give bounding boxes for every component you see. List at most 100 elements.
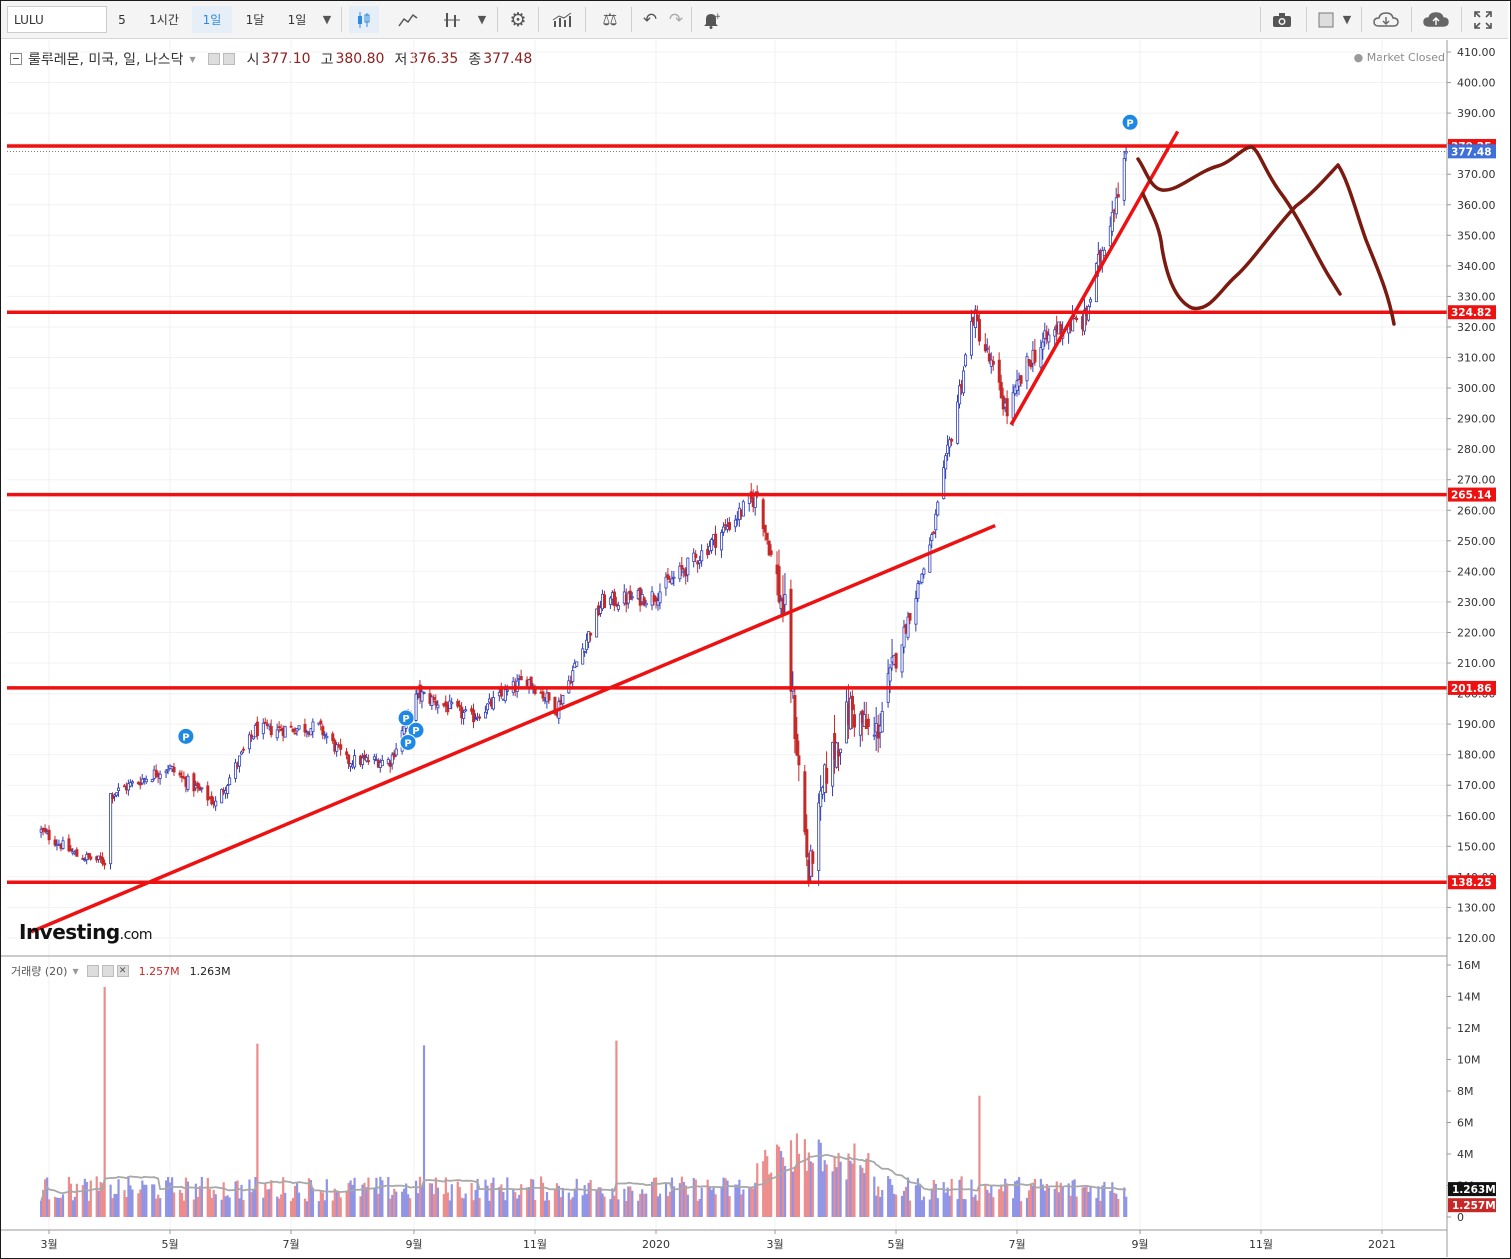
volume-bar [59, 1197, 63, 1217]
candle-body [363, 754, 367, 759]
chevron-down-icon[interactable]: ▼ [189, 54, 196, 64]
volume-bar [1113, 1192, 1116, 1217]
volume-bar [653, 1177, 656, 1217]
visibility-icon[interactable] [207, 53, 220, 65]
symbol-input[interactable]: LULU [7, 6, 107, 33]
volume-bar [567, 1192, 570, 1217]
candle-body [484, 711, 488, 719]
settings-small-icon[interactable] [101, 965, 114, 977]
volume-bar [867, 1153, 870, 1217]
compare-scale-icon[interactable]: ⚖ [602, 9, 618, 30]
indicators-icon[interactable] [437, 6, 467, 33]
price-tick-label: 150.00 [1457, 840, 1496, 853]
interval-1h-button[interactable]: 1시간 [149, 13, 179, 27]
candle-body [206, 785, 210, 801]
interval-1d-button[interactable]: 1일 [192, 6, 232, 33]
volume-bar [518, 1194, 521, 1217]
event-marker-label: P [412, 726, 419, 737]
volume-bar [609, 1199, 612, 1217]
volume-value-label: 1.257M [1452, 1200, 1496, 1212]
interval-5-button[interactable]: 5 [118, 12, 126, 27]
volume-bar [123, 1190, 126, 1217]
line-chart-icon[interactable] [393, 6, 423, 33]
volume-bar [833, 1156, 836, 1217]
candle-body [128, 782, 132, 787]
price-tick-label: 190.00 [1457, 718, 1496, 731]
volume-bar [292, 1197, 295, 1217]
volume-bar [1095, 1198, 1098, 1217]
candle-body [353, 755, 357, 768]
candle-body [914, 598, 918, 625]
event-marker [1121, 113, 1139, 131]
candle-body [214, 800, 218, 807]
candle-body [293, 732, 297, 735]
camera-icon[interactable] [1267, 6, 1297, 33]
candle-body [200, 787, 204, 790]
volume-bar [401, 1191, 404, 1217]
candle-body [906, 616, 910, 638]
volume-bar [151, 1184, 154, 1217]
candle-body [464, 709, 468, 712]
volume-bar [752, 1188, 755, 1217]
candle-body [448, 700, 452, 709]
candle-body [769, 550, 773, 555]
open-value: 377.10 [261, 51, 311, 67]
candle-body [1094, 263, 1098, 303]
interval-1mo-button[interactable]: 1달 [245, 13, 265, 27]
candle-body [797, 755, 801, 766]
cloud-download-icon[interactable] [1369, 6, 1403, 33]
candle-body [1005, 398, 1009, 417]
volume-bar [770, 1172, 773, 1217]
volume-bar [295, 1182, 299, 1217]
chevron-down-icon[interactable]: ▼ [72, 966, 79, 976]
candle-body [1041, 341, 1045, 350]
candle-body [444, 701, 448, 707]
candle-body [920, 573, 924, 583]
candlestick-icon[interactable] [349, 6, 379, 33]
event-marker [407, 721, 425, 739]
volume-bar [712, 1187, 715, 1217]
volume-bar [46, 1177, 49, 1217]
candle-body [964, 354, 968, 367]
candle-body [81, 857, 85, 860]
volume-bar [335, 1191, 338, 1217]
volume-bar [240, 1184, 243, 1217]
volume-bar [210, 1197, 213, 1217]
range-button[interactable]: 1일 [287, 13, 307, 27]
candle-body [850, 695, 854, 711]
candle-body [57, 843, 61, 846]
volume-bars [40, 987, 1128, 1217]
fullscreen-icon[interactable] [1468, 6, 1498, 33]
gear-icon[interactable]: ⚙ [509, 8, 527, 31]
market-status: ● Market Closed [1353, 51, 1445, 64]
volume-bar [432, 1194, 436, 1217]
candle-body [61, 840, 65, 849]
candle-body [47, 829, 51, 841]
layout-square-icon[interactable] [1311, 6, 1341, 33]
chevron-down-icon[interactable]: ▼ [477, 13, 487, 26]
volume-bar [900, 1195, 904, 1217]
volume-bar [1014, 1181, 1017, 1217]
alert-bell-icon[interactable]: + [696, 6, 726, 33]
collapse-icon[interactable] [10, 53, 22, 65]
candle-body [795, 733, 799, 756]
chevron-down-icon[interactable]: ▼ [322, 13, 332, 26]
close-icon[interactable]: ✕ [116, 965, 129, 977]
volume-bar [317, 1201, 320, 1217]
volume-bar [492, 1177, 495, 1217]
candle-body [422, 692, 426, 694]
chevron-down-icon[interactable]: ▼ [1342, 13, 1352, 26]
visibility-icon[interactable] [86, 965, 99, 977]
axes: 3월 5월 7월 9월 11월 2020 3월 5월 7월 9월 11월 2021 120.00 130.… [1, 40, 1496, 1257]
cloud-upload-icon[interactable] [1419, 6, 1453, 33]
undo-icon[interactable]: ↶ [642, 9, 658, 30]
candle-body [75, 849, 79, 857]
redo-icon[interactable]: ↷ [668, 9, 684, 30]
studies-icon[interactable] [547, 6, 577, 33]
candle-body [934, 513, 938, 531]
volume-bar [434, 1177, 438, 1217]
settings-small-icon[interactable] [222, 53, 235, 65]
volume-bar [1018, 1177, 1021, 1217]
candle-body [43, 828, 47, 832]
